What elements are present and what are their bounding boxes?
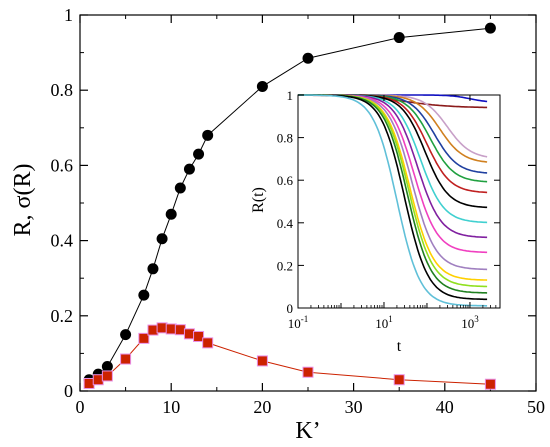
inset-series-16-line [297, 94, 488, 307]
main-x-tick-label: 0 [76, 397, 85, 417]
main-series-0-point [393, 32, 405, 44]
main-series-1-point [92, 374, 104, 386]
main-x-tick-label: 30 [345, 397, 363, 417]
inset-series-group [297, 94, 488, 307]
inset-y-tick-label: 0.4 [277, 216, 294, 231]
inset-x-axis-title: t [397, 338, 402, 355]
main-y-axis-title: R, σ(R) [10, 164, 36, 237]
main-series-0-point [165, 208, 177, 220]
inset-x-tick-label: 101 [375, 314, 393, 331]
main-y-tick-label: 0.6 [51, 155, 74, 175]
main-series-1-point [156, 322, 168, 334]
main-series-group [83, 22, 496, 390]
inset-axis-ticks: 10-1 101 103 0 0.2 0.4 0.6 0.8 1 [277, 88, 501, 331]
main-series-0-point [256, 80, 268, 92]
main-series-1-point [174, 324, 186, 336]
main-series-1-point [484, 378, 496, 390]
main-series-0-point [120, 329, 132, 341]
inset-y-tick-label: 0.8 [277, 131, 293, 146]
main-series-1-point [83, 377, 95, 389]
main-series-1-point [193, 330, 205, 342]
main-y-tick-label: 0.4 [51, 231, 74, 251]
main-x-axis-title: K’ [295, 418, 320, 444]
main-series-1-point [101, 370, 113, 382]
main-x-tick-label: 20 [253, 397, 271, 417]
main-series-0-point [202, 129, 214, 141]
main-series-0-point [138, 289, 150, 301]
inset-y-tick-label: 0.2 [277, 258, 293, 273]
inset-x-tick-label: 10-1 [288, 314, 309, 331]
main-series-1-point [147, 324, 159, 336]
inset-x-tick-label: 103 [461, 314, 479, 331]
main-x-tick-label: 50 [527, 397, 545, 417]
main-series-1-point [302, 366, 314, 378]
main-series-0-point [156, 233, 168, 245]
main-y-tick-label: 0.8 [51, 80, 74, 100]
main-series-0-point [101, 361, 113, 373]
main-series-1-point [138, 332, 150, 344]
inset-y-tick-label: 0 [287, 301, 294, 316]
main-y-tick-label: 1 [64, 5, 73, 25]
main-series-0-point [484, 22, 496, 34]
main-series-0-point [183, 163, 195, 175]
inset-y-axis-title: R(t) [250, 187, 267, 213]
main-series-0-line [88, 27, 491, 381]
inset-y-tick-label: 1 [287, 88, 294, 103]
main-series-0-point [174, 182, 186, 194]
main-series-0-point [193, 148, 205, 160]
main-series-0-point [302, 52, 314, 64]
main-y-tick-label: 0.2 [51, 306, 74, 326]
main-series-0-point [147, 263, 159, 275]
main-x-tick-label: 40 [436, 397, 454, 417]
main-series-1-point [165, 323, 177, 335]
inset-plot-frame [297, 94, 501, 309]
main-series-1-point [183, 328, 195, 340]
main-x-tick-label: 10 [162, 397, 180, 417]
inset-y-tick-label: 0.6 [277, 173, 294, 188]
main-y-tick-label: 0 [64, 381, 73, 401]
main-series-1-point [393, 374, 405, 386]
main-series-1-point [120, 353, 132, 365]
main-series-1-point [202, 337, 214, 349]
main-series-1-point [256, 355, 268, 367]
